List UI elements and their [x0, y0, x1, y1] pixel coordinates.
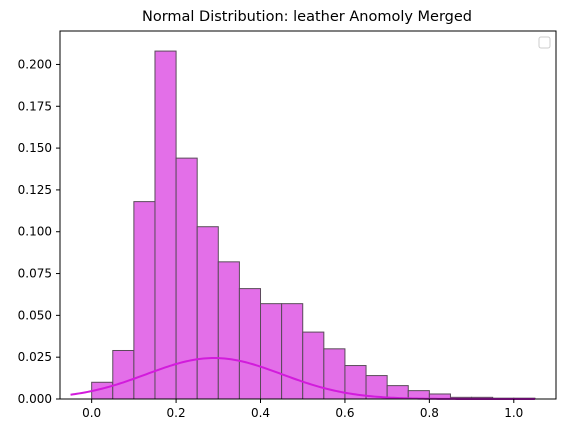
histogram-bar: [154, 50, 177, 400]
legend-box: [538, 36, 551, 49]
histogram-bar: [133, 201, 156, 400]
histogram-bar: [217, 261, 240, 400]
y-tick-label: 0.025: [18, 350, 52, 364]
histogram-bars: [91, 50, 536, 400]
legend: [538, 36, 551, 49]
y-tick-label: 0.150: [18, 141, 52, 155]
y-tick-label: 0.050: [18, 308, 52, 322]
histogram-bar: [260, 303, 283, 400]
chart-title: Normal Distribution: leather Anomoly Mer…: [142, 9, 472, 25]
x-tick-label: 1.0: [504, 406, 523, 420]
axes: 0.0 0.2 0.4 0.6 0.8 1.0 0.000 0.025 0.050 0.075 0.…: [18, 30, 557, 420]
histogram-bar: [112, 349, 135, 400]
y-tick-label: 0.175: [18, 99, 52, 113]
x-tick-label: 0.0: [82, 406, 101, 420]
y-tick-label: 0.100: [18, 225, 52, 239]
y-tick-label: 0.000: [18, 392, 52, 406]
x-tick-label: 0.4: [251, 406, 270, 420]
x-tick-label: 0.8: [420, 406, 439, 420]
x-tick-label: 0.2: [167, 406, 186, 420]
histogram-bar: [196, 226, 219, 400]
histogram-bar: [238, 288, 262, 400]
y-tick-label: 0.200: [18, 57, 52, 71]
x-tick-label: 0.6: [335, 406, 354, 420]
y-tick-label: 0.075: [18, 267, 52, 281]
histogram-bar: [281, 303, 304, 400]
y-tick-label: 0.125: [18, 183, 52, 197]
plot-frame: [59, 30, 557, 400]
histogram-bar: [302, 331, 325, 400]
